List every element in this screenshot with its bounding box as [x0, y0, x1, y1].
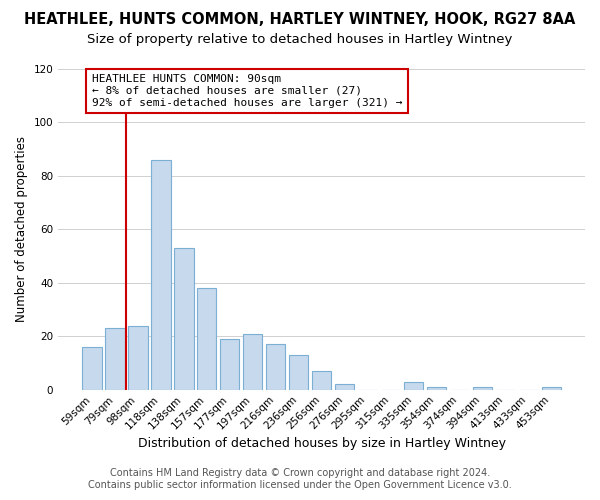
Bar	[427, 387, 446, 390]
Bar	[151, 160, 170, 390]
Bar	[404, 382, 423, 390]
Bar	[289, 355, 308, 390]
Y-axis label: Number of detached properties: Number of detached properties	[15, 136, 28, 322]
Text: HEATHLEE HUNTS COMMON: 90sqm
← 8% of detached houses are smaller (27)
92% of sem: HEATHLEE HUNTS COMMON: 90sqm ← 8% of det…	[92, 74, 403, 108]
Text: Size of property relative to detached houses in Hartley Wintney: Size of property relative to detached ho…	[88, 32, 512, 46]
Bar	[128, 326, 148, 390]
Bar	[473, 387, 492, 390]
Bar	[220, 339, 239, 390]
Bar	[266, 344, 286, 390]
Text: Contains HM Land Registry data © Crown copyright and database right 2024.
Contai: Contains HM Land Registry data © Crown c…	[88, 468, 512, 490]
X-axis label: Distribution of detached houses by size in Hartley Wintney: Distribution of detached houses by size …	[137, 437, 506, 450]
Bar	[312, 371, 331, 390]
Bar	[197, 288, 217, 390]
Bar	[243, 334, 262, 390]
Bar	[174, 248, 194, 390]
Bar	[82, 347, 101, 390]
Text: HEATHLEE, HUNTS COMMON, HARTLEY WINTNEY, HOOK, RG27 8AA: HEATHLEE, HUNTS COMMON, HARTLEY WINTNEY,…	[25, 12, 575, 28]
Bar	[335, 384, 355, 390]
Bar	[105, 328, 125, 390]
Bar	[542, 387, 561, 390]
